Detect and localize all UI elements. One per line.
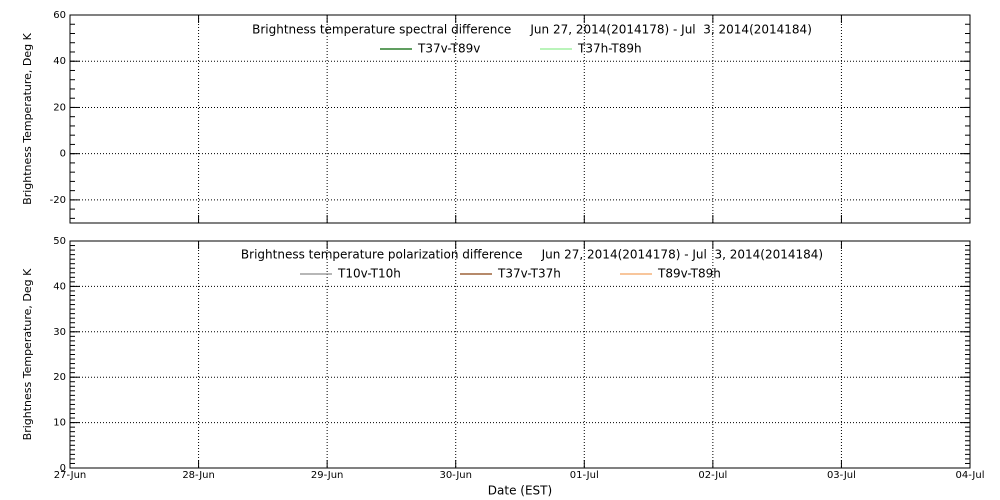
x-axis-label: Date (EST) [488,484,552,498]
y-tick-label: -20 [50,195,66,206]
y-tick-label: 40 [53,281,66,292]
y-tick-label: 60 [53,10,66,21]
y-tick-label: 10 [53,418,66,429]
x-tick-label: 01-Jul [570,470,599,481]
y-tick-label: 30 [53,327,66,338]
legend-label: T37h-T89h [577,42,642,56]
y-tick-label: 50 [53,236,66,247]
legend-label: T37v-T89v [417,42,480,56]
plot-frame [69,240,971,469]
legend-label: T10v-T10h [337,267,401,281]
legend-label: T37v-T37h [497,267,561,281]
x-tick-label: 28-Jun [182,470,215,481]
y-axis-label: Brightness Temperature, Deg K [21,268,34,440]
x-tick-label: 27-Jun [54,470,87,481]
y-tick-label: 0 [60,463,66,474]
y-tick-label: 40 [53,56,66,67]
plot-frame [69,14,971,224]
y-tick-label: 20 [53,102,66,113]
x-tick-label: 04-Jul [956,470,985,481]
x-tick-label: 02-Jul [698,470,727,481]
y-axis-label: Brightness Temperature, Deg K [21,32,34,204]
legend-label: T89v-T89h [657,267,721,281]
chart-title: Brightness temperature polarization diff… [241,248,823,262]
y-tick-label: 20 [53,372,66,383]
x-tick-label: 29-Jun [311,470,344,481]
x-tick-label: 30-Jun [439,470,472,481]
y-tick-label: 0 [60,149,66,160]
chart-title: Brightness temperature spectral differen… [252,23,812,37]
x-tick-label: 03-Jul [827,470,856,481]
